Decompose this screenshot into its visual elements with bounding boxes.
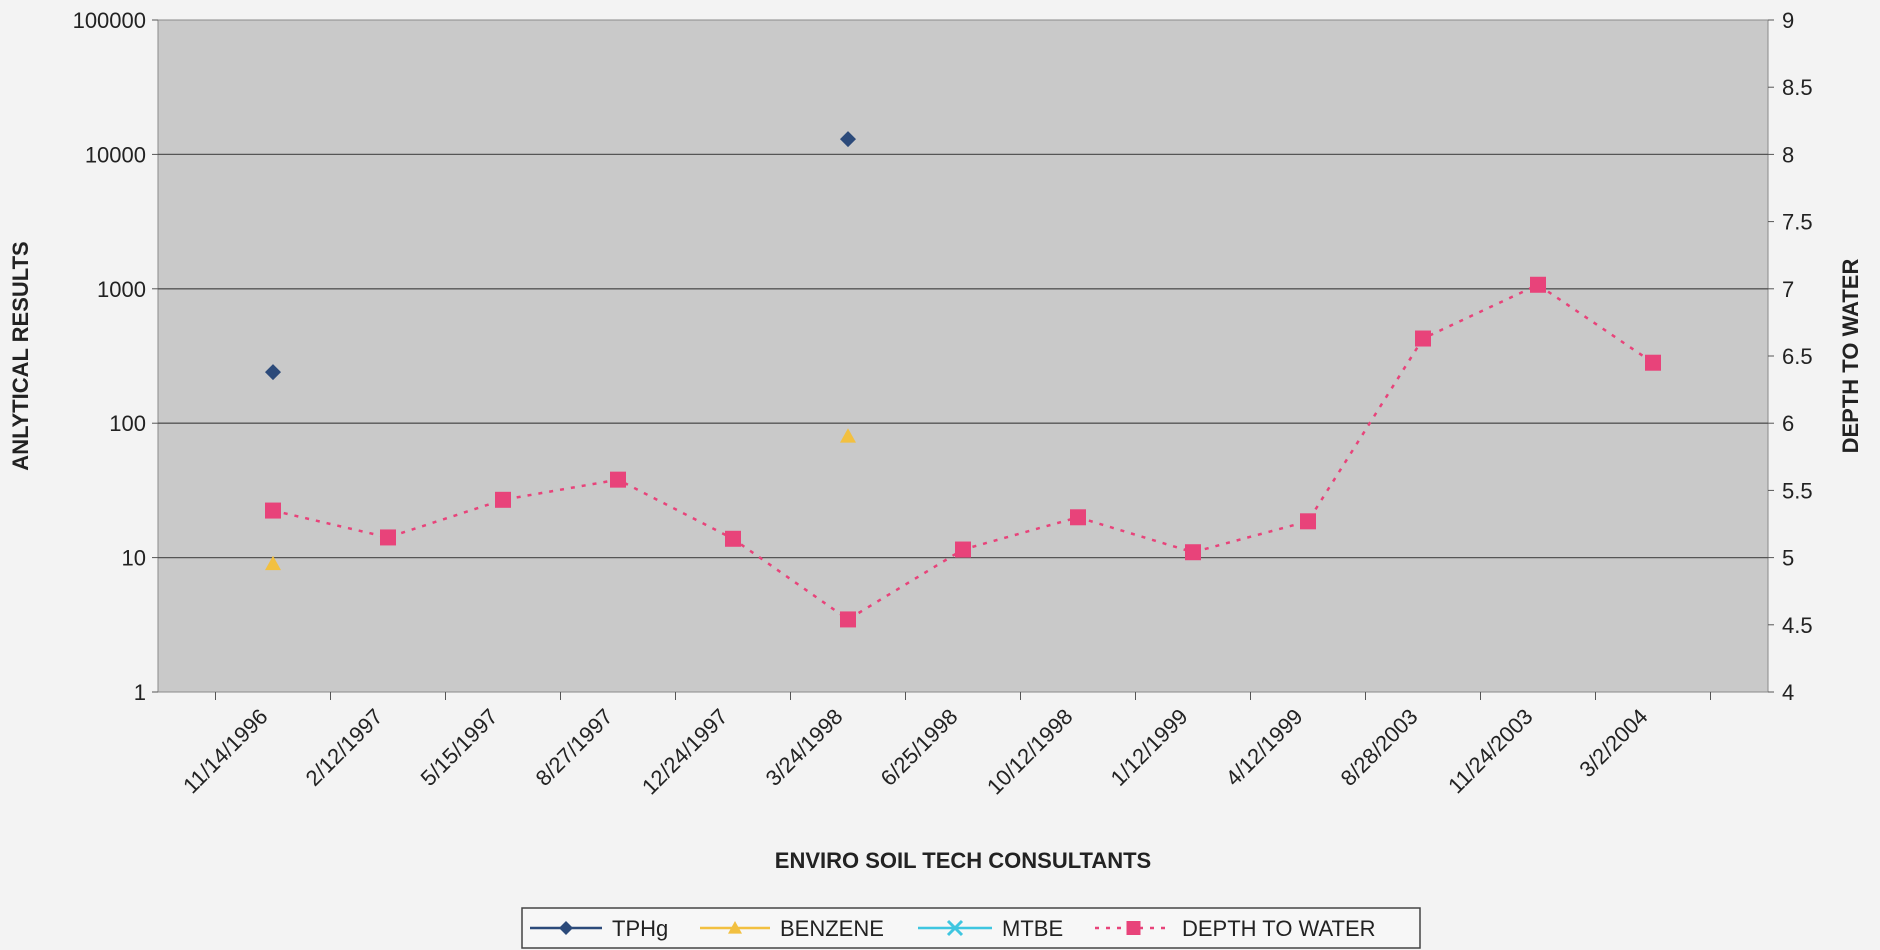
benzene-point: [840, 428, 856, 443]
x-axis-title: ENVIRO SOIL TECH CONSULTANTS: [775, 848, 1151, 873]
depth-to-water-point: [1530, 276, 1546, 293]
legend-mtbe-label: MTBE: [1002, 916, 1063, 941]
left-tick-label: 100000: [73, 8, 146, 33]
x-tick-label: 3/2/2004: [1574, 704, 1652, 782]
depth-to-water-point: [610, 471, 626, 488]
depth-to-water-point: [1645, 354, 1661, 371]
right-tick-label: 7: [1782, 277, 1794, 302]
tphg-point: [265, 364, 281, 381]
left-tick-label: 10000: [85, 142, 146, 167]
x-tick-label: 8/27/1997: [531, 704, 618, 791]
x-tick-label: 2/12/1997: [301, 704, 388, 791]
depth-to-water-point: [1185, 544, 1201, 561]
legend-tphg-label: TPHg: [612, 916, 668, 941]
legend-tphg-marker: [559, 921, 573, 935]
x-tick-label: 1/12/1999: [1106, 704, 1193, 791]
legend-benzene-label: BENZENE: [780, 916, 884, 941]
right-tick-label: 5: [1782, 546, 1794, 571]
right-tick-label: 6: [1782, 411, 1794, 436]
tphg-point: [840, 131, 856, 148]
right-tick-label: 8: [1782, 142, 1794, 167]
depth-to-water-point: [1415, 330, 1431, 347]
x-tick-label: 3/24/1998: [761, 704, 848, 791]
x-tick-label: 11/24/2003: [1443, 704, 1537, 798]
benzene-point: [265, 555, 281, 571]
right-tick-label: 7.5: [1782, 210, 1813, 235]
x-tick-label: 8/28/2003: [1336, 704, 1423, 791]
depth-to-water-point: [1070, 509, 1086, 526]
right-tick-label: 4: [1782, 680, 1794, 705]
right-tick-label: 5.5: [1782, 478, 1813, 503]
legend-depth-to-water-marker: [1126, 921, 1141, 935]
depth-to-water-point: [495, 491, 511, 508]
left-tick-label: 10: [122, 546, 146, 571]
legend-depth-to-water-label: DEPTH TO WATER: [1182, 916, 1376, 941]
right-tick-label: 8.5: [1782, 75, 1813, 100]
left-tick-label: 1: [134, 680, 146, 705]
right-tick-label: 4.5: [1782, 613, 1813, 638]
y-right-axis-title: DEPTH TO WATER: [1838, 259, 1863, 454]
legend-mtbe-marker: [946, 919, 964, 937]
x-tick-label: 11/14/1996: [178, 704, 272, 798]
legend-benzene-marker: [728, 921, 742, 934]
x-tick-label: 12/24/1997: [637, 704, 733, 800]
x-tick-label: 5/15/1997: [416, 704, 503, 791]
right-tick-label: 9: [1782, 8, 1794, 33]
x-tick-label: 4/12/1999: [1221, 704, 1308, 791]
right-tick-label: 6.5: [1782, 344, 1813, 369]
left-tick-label: 100: [109, 411, 146, 436]
depth-to-water-point: [955, 541, 971, 558]
depth-to-water-point: [840, 611, 856, 628]
y-left-axis-title: ANLYTICAL RESULTS: [8, 241, 33, 470]
depth-to-water-point: [380, 529, 396, 546]
x-tick-label: 10/12/1998: [982, 704, 1078, 800]
x-tick-label: 6/25/1998: [876, 704, 963, 791]
depth-to-water-point: [265, 502, 281, 519]
depth-to-water-point: [725, 530, 741, 547]
depth-to-water-point: [1300, 513, 1316, 530]
left-tick-label: 1000: [97, 277, 146, 302]
plot-area: [157, 19, 1769, 693]
legend-box: [521, 907, 1421, 949]
